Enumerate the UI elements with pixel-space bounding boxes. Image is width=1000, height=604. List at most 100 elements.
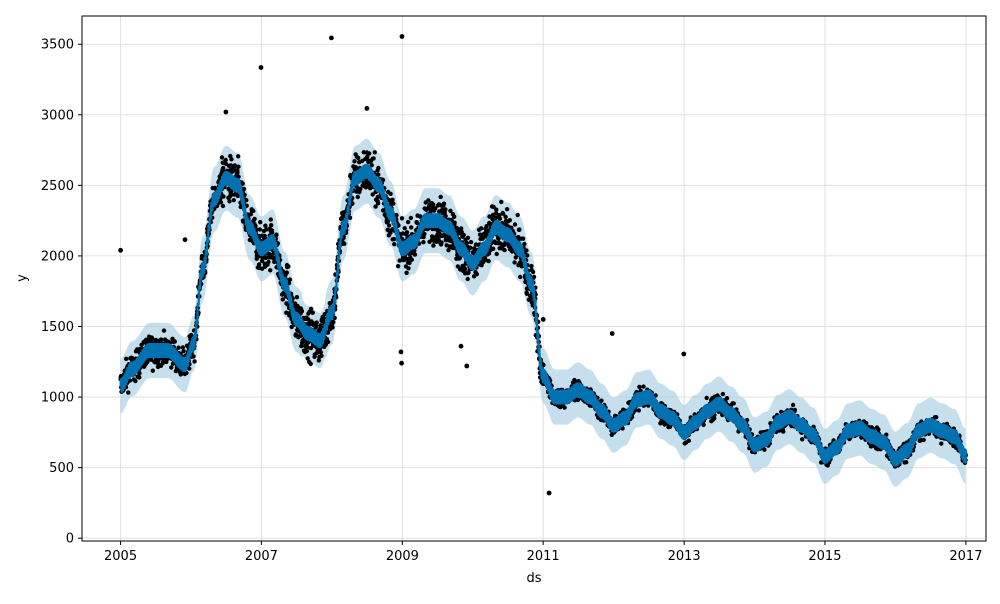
observed-point [409,257,414,262]
x-tick-label: 2005 [104,549,137,564]
observed-point [517,227,522,232]
observed-point [376,165,381,171]
observed-point [304,348,310,354]
observed-point [133,378,138,384]
observed-point [502,247,507,253]
observed-point [299,308,305,314]
x-tick-label: 2013 [668,549,701,564]
observed-point [355,194,360,200]
observed-point [575,397,581,403]
observed-point [181,349,186,354]
y-tick-label: 500 [49,461,74,476]
observed-point [388,191,393,196]
observed-point [921,437,926,443]
observed-point [404,270,409,275]
observed-point [236,154,241,159]
observed-point [465,276,470,282]
x-tick-label: 2015 [808,549,841,564]
outlier-point [399,34,405,39]
observed-point [268,217,273,222]
observed-point [452,214,457,219]
observed-point [347,215,353,220]
observed-point [227,199,232,204]
outlier-point [546,490,552,496]
observed-point [439,240,444,245]
outlier-point [458,343,464,349]
observed-point [474,272,479,277]
outlier-point [182,237,188,243]
observed-point [406,266,411,271]
outlier-point [118,247,123,253]
outlier-point [364,106,370,111]
observed-point [191,354,196,359]
observed-point [270,230,275,235]
observed-point [173,368,179,374]
y-tick-label: 3500 [41,38,74,53]
observed-point [137,375,142,380]
observed-point [512,222,518,227]
observed-point [386,223,392,228]
observed-point [280,297,285,302]
observed-point [531,274,537,280]
observed-point [637,384,642,390]
observed-point [441,201,447,206]
observed-point [192,359,197,364]
observed-point [404,230,410,235]
observed-point [724,396,730,401]
observed-point [468,245,473,250]
y-tick-label: 0 [66,532,74,547]
observed-point [367,151,372,156]
observed-point [781,429,786,434]
observed-point [530,269,536,275]
observed-point [199,254,205,259]
observed-point [266,259,271,265]
observed-point [518,274,523,280]
observed-point [462,266,468,271]
observed-point [342,241,347,246]
observed-point [286,264,291,269]
observed-point [137,371,142,376]
observed-point [494,251,499,257]
observed-point [221,165,226,171]
observed-point [391,201,396,206]
observed-point [491,246,496,251]
observed-point [161,328,167,333]
observed-point [497,216,503,221]
observed-point [180,345,186,350]
observed-point [421,240,426,245]
x-tick-label: 2011 [527,549,560,564]
observed-point [409,225,414,230]
observed-point [720,391,726,397]
observed-point [258,220,263,225]
observed-point [515,212,520,218]
observed-point [507,218,512,223]
observed-point [503,214,508,219]
observed-point [371,156,376,161]
y-tick-label: 2000 [41,249,74,264]
y-tick-label: 1000 [41,391,74,406]
observed-point [392,242,397,247]
observed-point [636,408,641,413]
observed-point [524,248,529,253]
observed-point [219,155,225,160]
observed-point [241,186,247,192]
observed-point [319,353,324,358]
observed-point [231,198,236,203]
observed-point [504,207,510,212]
observed-point [686,438,691,443]
outlier-point [329,35,334,41]
outlier-point [398,349,404,355]
observed-point [223,157,228,163]
x-tick-label: 2017 [949,549,982,564]
observed-point [701,422,706,427]
observed-point [468,239,474,245]
observed-point [252,216,257,222]
observed-point [486,258,491,264]
outlier-point [399,360,404,366]
observed-point [314,320,319,325]
observed-point [294,295,300,300]
observed-point [422,231,427,237]
observed-point [562,405,567,410]
x-tick-label: 2009 [386,549,419,564]
